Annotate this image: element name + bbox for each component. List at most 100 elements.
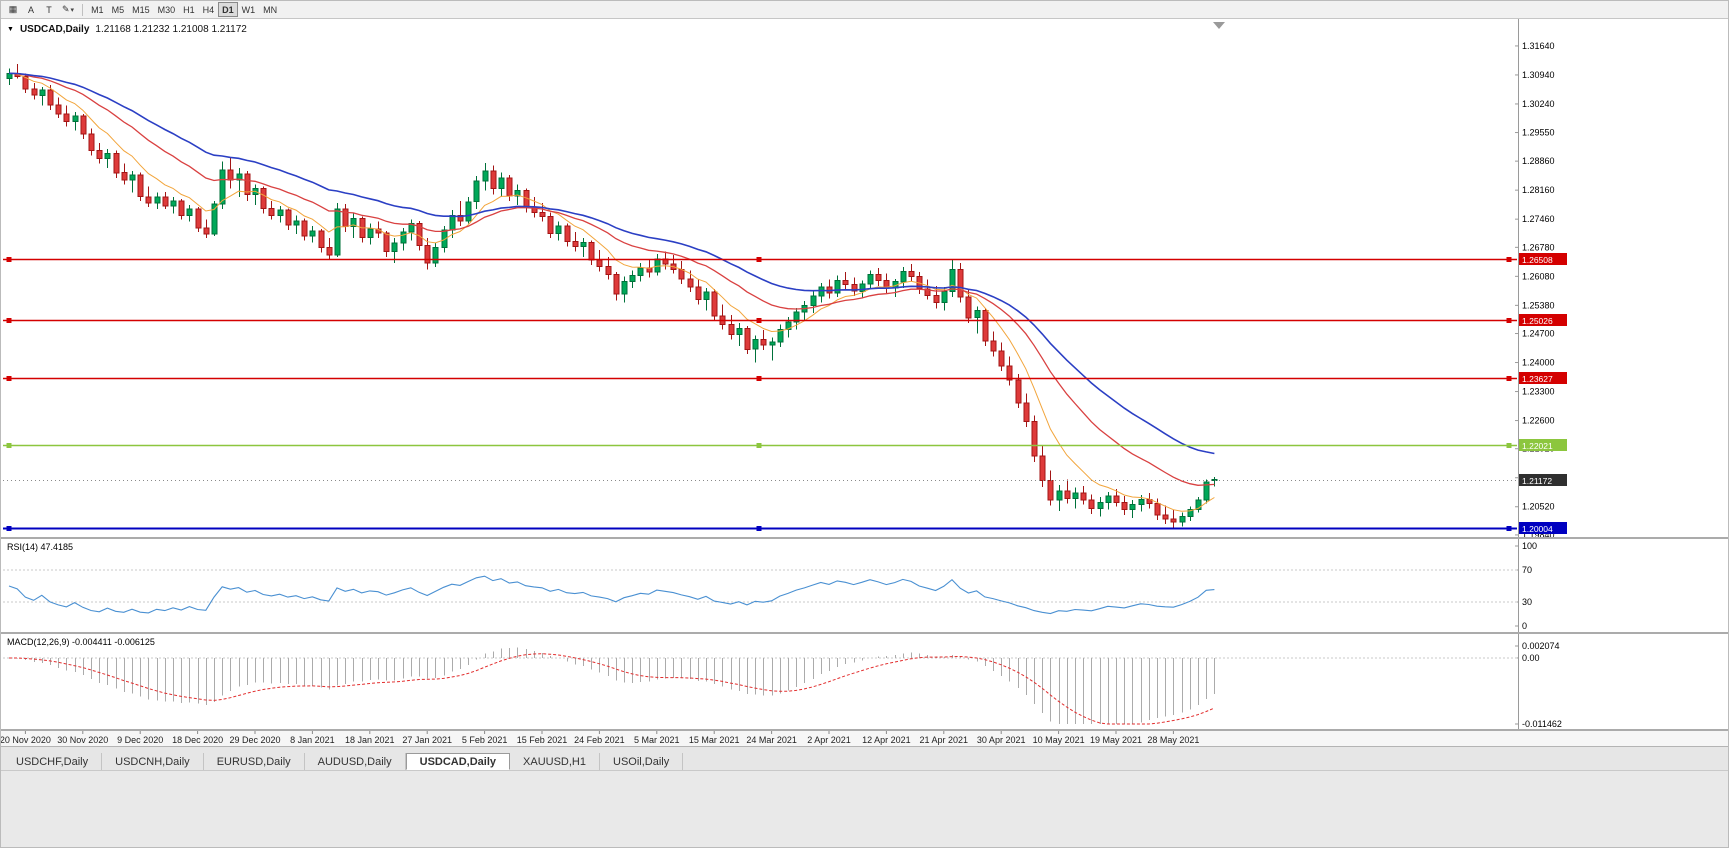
svg-text:5 Feb 2021: 5 Feb 2021: [462, 735, 508, 745]
svg-text:20 Nov 2020: 20 Nov 2020: [1, 735, 51, 745]
chart-title[interactable]: ▼ USDCAD,Daily 1.21168 1.21232 1.21008 1…: [7, 24, 247, 35]
svg-text:0.00: 0.00: [1522, 653, 1540, 663]
tab-usoil-daily[interactable]: USOil,Daily: [600, 753, 684, 770]
rsi-canvas[interactable]: 100 70 30 0: [1, 539, 1729, 632]
rsi-line: [8, 575, 1215, 615]
svg-text:29 Dec 2020: 29 Dec 2020: [229, 735, 280, 745]
panel-divider[interactable]: [1, 537, 1728, 539]
tab-xauusd-h1[interactable]: XAUUSD,H1: [510, 753, 600, 770]
tab-audusd-daily[interactable]: AUDUSD,Daily: [305, 753, 406, 770]
svg-text:1.24700: 1.24700: [1522, 329, 1555, 339]
main-chart-panel: ▼ USDCAD,Daily 1.21168 1.21232 1.21008 1…: [1, 19, 1728, 537]
draw-tool-button[interactable]: ✎ ▾: [58, 2, 78, 17]
tab-eurusd-daily[interactable]: EURUSD,Daily: [204, 753, 305, 770]
chart-type-button[interactable]: ▦: [4, 2, 22, 17]
collapse-triangle-icon[interactable]: ▼: [7, 26, 14, 33]
line-handle: [756, 376, 762, 381]
toolbar: ▦ A T ✎ ▾ M1 M5 M15 M30 H1 H4 D1 W1 MN: [1, 1, 1728, 19]
line-handle: [6, 376, 12, 381]
timeframe-d1-button[interactable]: D1: [218, 2, 238, 17]
text-tool-button[interactable]: T: [40, 2, 58, 17]
timeframe-m15-button[interactable]: M15: [128, 2, 154, 17]
svg-text:1.22600: 1.22600: [1522, 416, 1555, 426]
tab-usdcad-daily[interactable]: USDCAD,Daily: [405, 753, 511, 770]
timeframe-mn-button[interactable]: MN: [259, 2, 281, 17]
svg-text:9 Dec 2020: 9 Dec 2020: [117, 735, 163, 745]
line-handle: [1506, 526, 1512, 531]
svg-text:5 Mar 2021: 5 Mar 2021: [634, 735, 680, 745]
cursor-tool-label: A: [27, 4, 34, 15]
cursor-tool-button[interactable]: A: [22, 2, 40, 17]
line-handle: [1506, 318, 1512, 323]
timeframe-m5-button[interactable]: M5: [108, 2, 129, 17]
price-level-badge: [1519, 522, 1567, 534]
chart-ohlc-values: 1.21168 1.21232 1.21008 1.21172: [95, 24, 247, 35]
macd-signal-line: [9, 653, 1215, 725]
main-chart-canvas[interactable]: 1.31640 1.30940 1.30240 1.29550 1.28860 1.281…: [1, 19, 1729, 537]
panel-divider[interactable]: [1, 632, 1728, 634]
svg-text:30: 30: [1522, 597, 1532, 607]
timeframe-h1-button[interactable]: H1: [179, 2, 199, 17]
svg-text:24 Feb 2021: 24 Feb 2021: [574, 735, 625, 745]
time-axis[interactable]: 20 Nov 2020 30 Nov 2020 9 Dec 2020 18 Dec 2…: [1, 731, 1728, 746]
svg-text:1.23627: 1.23627: [1522, 374, 1553, 384]
line-handle: [6, 443, 12, 448]
price-level-badge: [1519, 372, 1567, 384]
tab-usdcnh-daily[interactable]: USDCNH,Daily: [102, 753, 204, 770]
statusbar-gap: [1, 746, 1728, 753]
line-handle: [6, 526, 12, 531]
svg-text:1.27460: 1.27460: [1522, 214, 1555, 224]
chart-tabbar: USDCHF,Daily USDCNH,Daily EURUSD,Daily A…: [1, 753, 1728, 771]
svg-text:19 May 2021: 19 May 2021: [1090, 735, 1142, 745]
toolbar-separator: [82, 3, 84, 16]
line-handle: [756, 443, 762, 448]
macd-histogram: [17, 647, 1215, 724]
svg-text:30 Apr 2021: 30 Apr 2021: [977, 735, 1026, 745]
svg-text:1.26780: 1.26780: [1522, 242, 1555, 252]
timeframe-m30-button[interactable]: M30: [154, 2, 180, 17]
macd-indicator-label: MACD(12,26,9) -0.004411 -0.006125: [7, 637, 155, 647]
svg-text:28 May 2021: 28 May 2021: [1147, 735, 1199, 745]
line-handle: [1506, 443, 1512, 448]
line-handle: [756, 318, 762, 323]
svg-text:1.29550: 1.29550: [1522, 128, 1555, 138]
svg-text:-0.011462: -0.011462: [1522, 719, 1562, 729]
svg-text:27 Jan 2021: 27 Jan 2021: [402, 735, 452, 745]
svg-text:1.23300: 1.23300: [1522, 387, 1555, 397]
line-handle: [6, 318, 12, 323]
timeframe-h4-button[interactable]: H4: [199, 2, 219, 17]
tab-usdchf-daily[interactable]: USDCHF,Daily: [3, 753, 103, 770]
chart-shift-marker: [1213, 22, 1225, 29]
svg-text:30 Nov 2020: 30 Nov 2020: [57, 735, 108, 745]
svg-text:1.26508: 1.26508: [1522, 255, 1553, 265]
svg-text:12 Apr 2021: 12 Apr 2021: [862, 735, 911, 745]
horizontal-line: 1.26508: [3, 253, 1567, 265]
chart-symbol-label: USDCAD,Daily: [19, 24, 90, 35]
svg-text:1.25026: 1.25026: [1522, 316, 1553, 326]
chevron-down-icon: ▾: [70, 6, 75, 14]
horizontal-line: 1.22021: [3, 439, 1567, 451]
svg-text:0: 0: [1522, 621, 1527, 631]
price-level-badge: [1519, 439, 1567, 451]
svg-text:21 Apr 2021: 21 Apr 2021: [920, 735, 969, 745]
timeframe-w1-button[interactable]: W1: [238, 2, 260, 17]
svg-text:1.20520: 1.20520: [1522, 502, 1555, 512]
svg-text:1.21172: 1.21172: [1522, 476, 1552, 486]
macd-canvas[interactable]: 0.002074 0.00 -0.011462: [1, 634, 1729, 729]
rsi-indicator-label: RSI(14) 47.4185: [7, 542, 74, 552]
svg-text:0.002074: 0.002074: [1522, 641, 1560, 651]
svg-text:15 Mar 2021: 15 Mar 2021: [689, 735, 740, 745]
svg-text:1.22021: 1.22021: [1522, 441, 1553, 451]
horizontal-line: 1.23627: [3, 372, 1567, 384]
line-handle: [756, 257, 762, 262]
svg-text:1.31640: 1.31640: [1522, 41, 1555, 51]
panel-divider[interactable]: [1, 729, 1728, 731]
time-axis-canvas[interactable]: 20 Nov 2020 30 Nov 2020 9 Dec 2020 18 Dec 2…: [1, 731, 1729, 746]
line-handle: [756, 526, 762, 531]
svg-text:1.26080: 1.26080: [1522, 271, 1555, 281]
svg-text:70: 70: [1522, 565, 1532, 575]
svg-text:18 Jan 2021: 18 Jan 2021: [345, 735, 395, 745]
svg-text:15 Feb 2021: 15 Feb 2021: [517, 735, 568, 745]
pencil-icon: ✎: [62, 4, 70, 14]
timeframe-m1-button[interactable]: M1: [87, 2, 108, 17]
